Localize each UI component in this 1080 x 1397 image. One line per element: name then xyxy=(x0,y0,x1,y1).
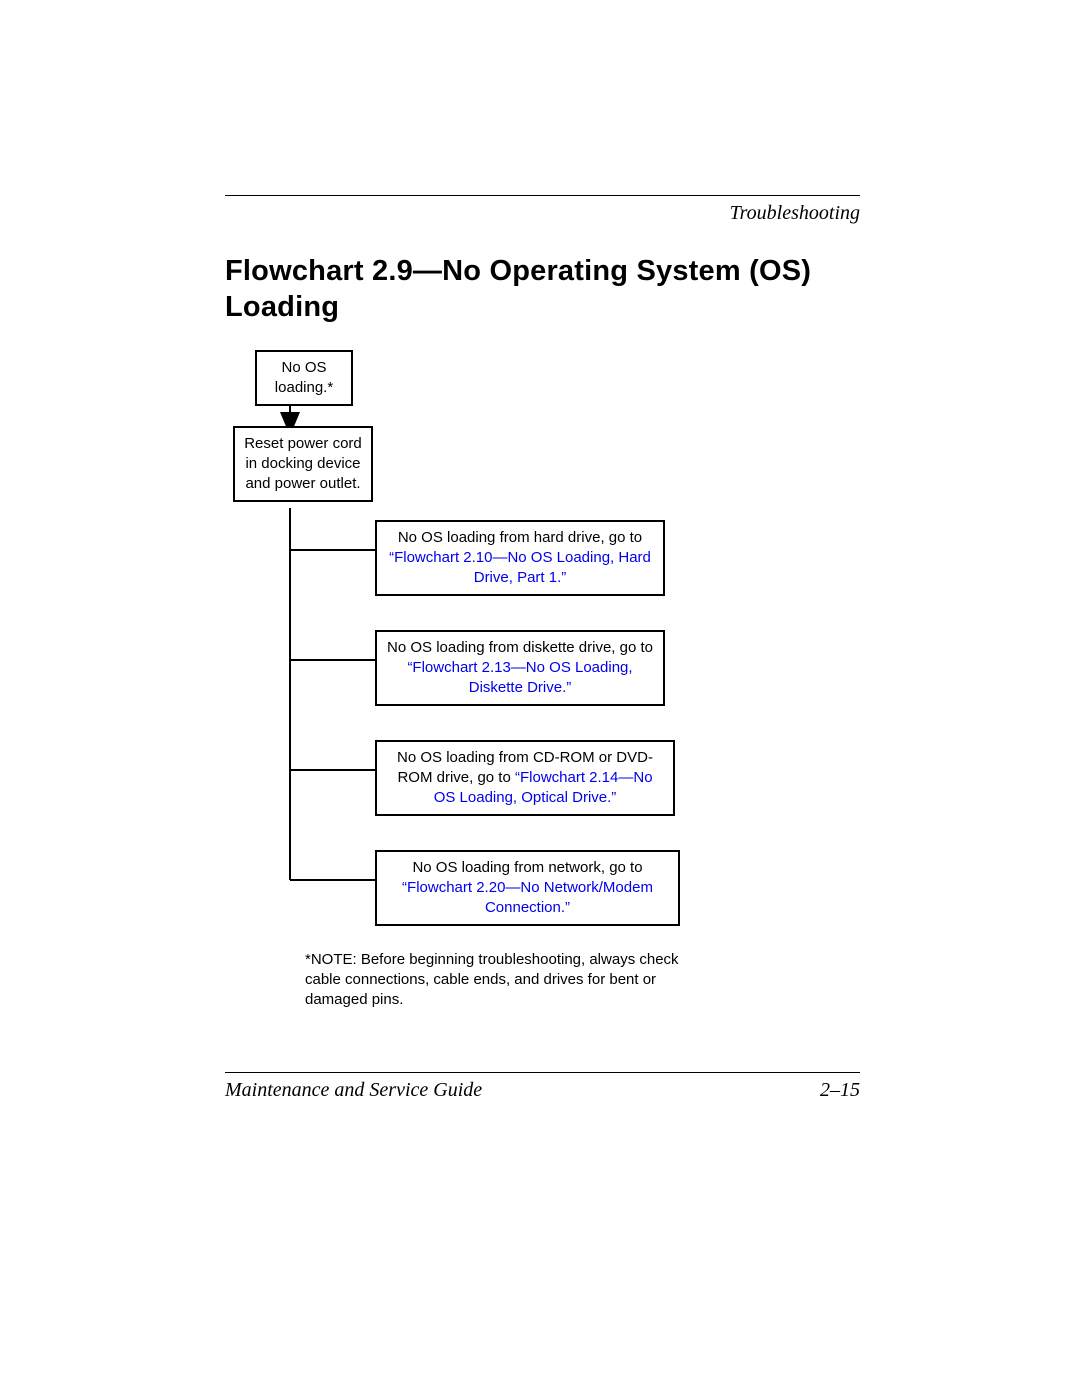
node-branch-diskette: No OS loading from diskette drive, go to… xyxy=(375,630,665,707)
flowchart-title: Flowchart 2.9—No Operating System (OS) L… xyxy=(225,253,860,326)
bottom-rule xyxy=(225,1072,860,1073)
node-b4-pre: No OS loading from network, go to xyxy=(412,859,642,876)
page-content: Troubleshooting Flowchart 2.9—No Operati… xyxy=(225,195,860,1070)
node-start-text: No OS loading.* xyxy=(275,359,333,396)
node-start: No OS loading.* xyxy=(255,350,353,407)
footer-page-number: 2–15 xyxy=(820,1079,860,1102)
node-branch-hard-drive: No OS loading from hard drive, go to “Fl… xyxy=(375,520,665,597)
node-branch-optical: No OS loading from CD-ROM or DVD-ROM dri… xyxy=(375,740,675,817)
page-footer: Maintenance and Service Guide 2–15 xyxy=(225,1072,860,1102)
link-flowchart-2-20[interactable]: “Flowchart 2.20—No Network/Modem Connect… xyxy=(402,879,653,916)
node-b1-pre: No OS loading from hard drive, go to xyxy=(398,529,642,546)
node-reset-text: Reset power cord in docking device and p… xyxy=(244,435,362,493)
header-section-label: Troubleshooting xyxy=(225,202,860,225)
node-reset: Reset power cord in docking device and p… xyxy=(233,426,373,503)
flowchart-note-text: *NOTE: Before beginning troubleshooting,… xyxy=(305,951,679,1009)
link-flowchart-2-10[interactable]: “Flowchart 2.10—No OS Loading, Hard Driv… xyxy=(389,549,651,586)
node-branch-network: No OS loading from network, go to “Flowc… xyxy=(375,850,680,927)
link-flowchart-2-13[interactable]: “Flowchart 2.13—No OS Loading, Diskette … xyxy=(407,659,632,696)
flowchart-note: *NOTE: Before beginning troubleshooting,… xyxy=(305,950,685,1011)
node-b2-pre: No OS loading from diskette drive, go to xyxy=(387,639,653,656)
flowchart-area: No OS loading.* Reset power cord in dock… xyxy=(225,350,860,1070)
footer-guide-title: Maintenance and Service Guide xyxy=(225,1079,482,1102)
top-rule xyxy=(225,195,860,196)
